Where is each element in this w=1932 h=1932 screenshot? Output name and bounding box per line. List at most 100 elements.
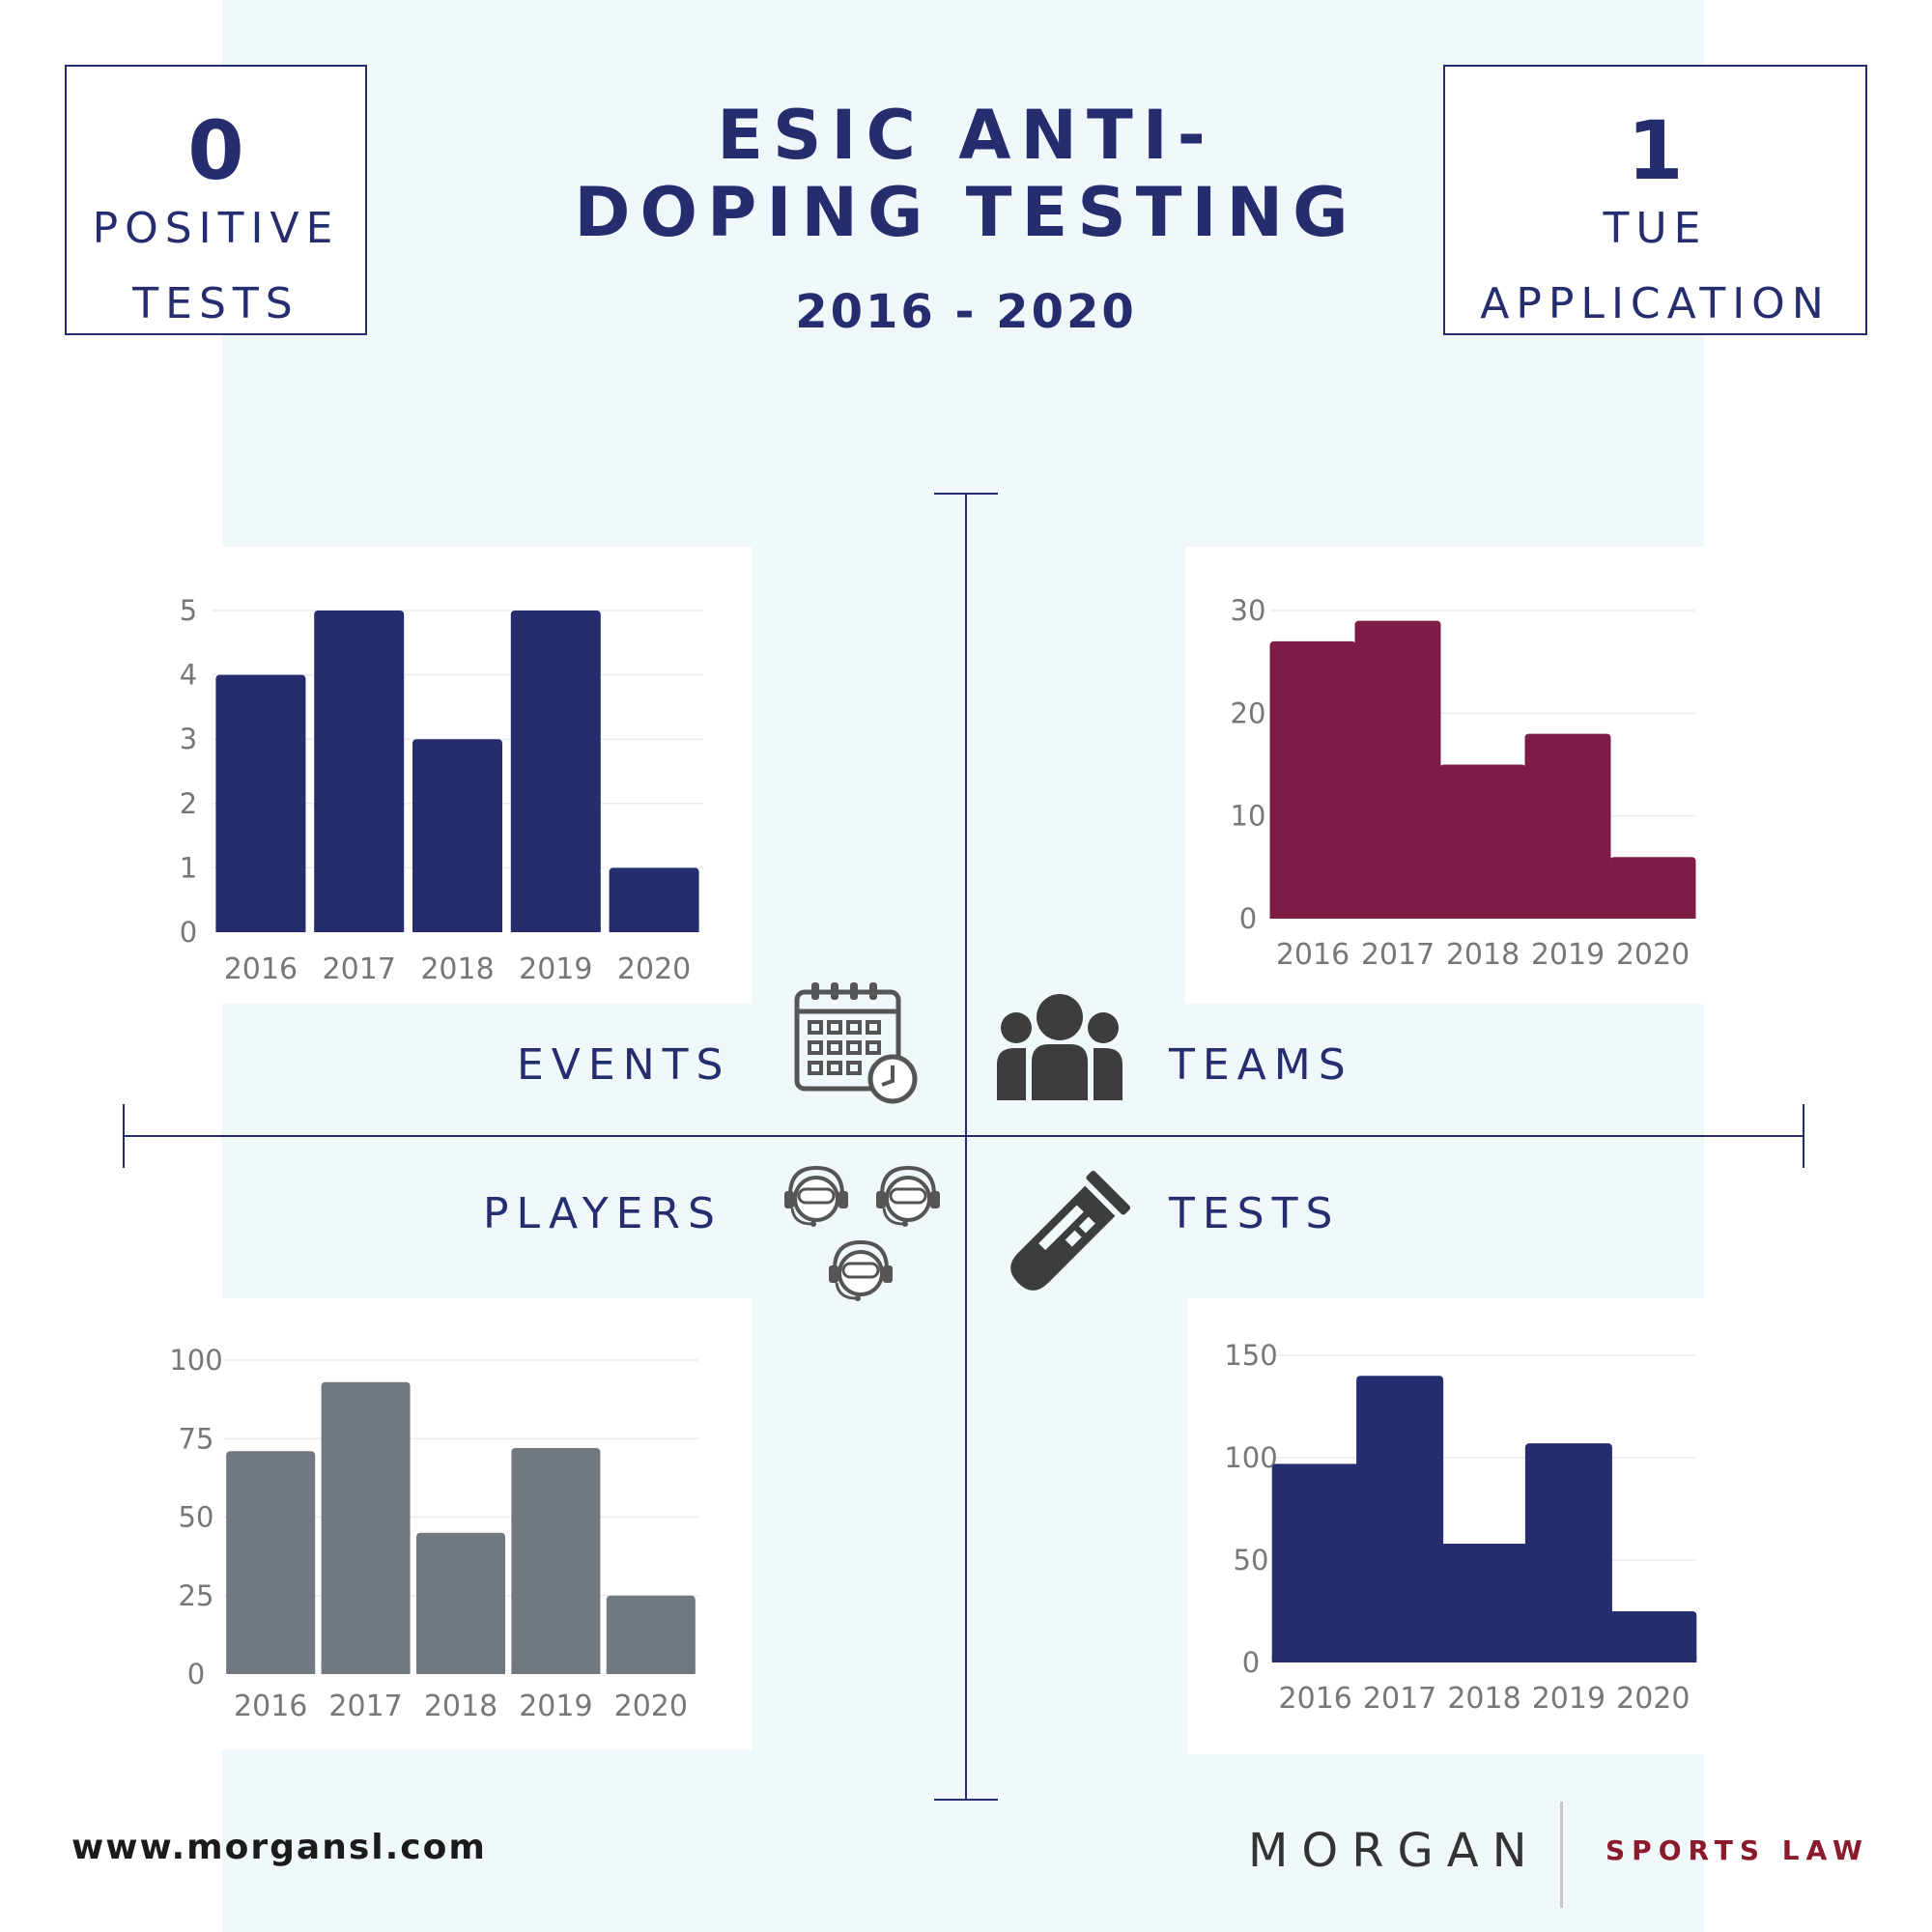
events-chart: 0 1 2 3 4 5 2016 2017 2018 2019 2020 — [180, 594, 703, 986]
teams-bar-2020 — [1609, 857, 1696, 919]
players-bar-base-2017 — [321, 1668, 411, 1674]
tue-application-box: 1 TUE APPLICATION — [1443, 65, 1867, 335]
teams-bar-2017 — [1354, 620, 1441, 919]
teams-bar-2019 — [1524, 733, 1611, 919]
teams-y-tick-label: 30 — [1231, 594, 1266, 627]
year-range: 2016 - 2020 — [795, 285, 1137, 339]
players-y-tick-label: 75 — [179, 1422, 214, 1455]
events-x-tick-label: 2016 — [224, 952, 298, 986]
teams-bar-base-2018 — [1439, 913, 1526, 919]
events-x-tick-label: 2020 — [617, 952, 691, 986]
tests-y-tick-label: 100 — [1224, 1441, 1277, 1474]
events-bar-base-2016 — [215, 926, 306, 932]
tests-bar-base-2020 — [1609, 1657, 1697, 1662]
players-bar-base-2019 — [511, 1668, 601, 1674]
tests-bar-2017 — [1356, 1376, 1444, 1662]
teams-bar-base-2020 — [1609, 913, 1696, 919]
events-bar-2020 — [609, 867, 699, 932]
players-x-tick-label: 2017 — [328, 1690, 402, 1723]
events-y-tick-label: 2 — [180, 787, 197, 820]
test-tube-icon — [1010, 1170, 1131, 1291]
players-bar-2020 — [606, 1595, 696, 1674]
players-x-tick-label: 2019 — [519, 1690, 592, 1723]
calendar-clock-icon — [794, 982, 918, 1104]
title-line-2: DOPING TESTING — [574, 173, 1358, 252]
players-x-tick-label: 2016 — [234, 1690, 307, 1723]
events-y-tick-label: 1 — [180, 851, 197, 884]
gamer-headset-icon — [829, 1239, 893, 1301]
group-people-icon — [997, 994, 1122, 1100]
tests-label: TESTS — [1169, 1189, 1341, 1238]
teams-bar-base-2019 — [1524, 913, 1611, 919]
positive-tests-count: 0 — [187, 103, 244, 198]
teams-y-tick-label: 0 — [1239, 902, 1257, 935]
events-y-tick-label: 4 — [180, 659, 197, 692]
title-line-1: ESIC ANTI- — [717, 96, 1215, 175]
tests-bar-base-2017 — [1356, 1657, 1444, 1662]
players-label: PLAYERS — [483, 1189, 723, 1238]
teams-bar-base-2017 — [1354, 913, 1441, 919]
players-bar-2016 — [226, 1451, 316, 1674]
teams-x-tick-label: 2019 — [1531, 938, 1605, 972]
teams-x-tick-label: 2018 — [1446, 938, 1520, 972]
events-bar-base-2019 — [510, 926, 601, 932]
players-chart-panel: 0 25 50 75 100 2016 2017 2018 2019 2020 — [167, 1298, 752, 1749]
tests-x-tick-label: 2019 — [1532, 1682, 1605, 1716]
events-bar-2019 — [510, 611, 601, 932]
players-bar-base-2016 — [226, 1668, 316, 1674]
tests-x-tick-label: 2017 — [1363, 1682, 1436, 1716]
events-bar-2017 — [314, 611, 405, 932]
players-bar-2017 — [321, 1381, 411, 1674]
events-y-tick-label: 3 — [180, 723, 197, 755]
players-chart: 0 25 50 75 100 2016 2017 2018 2019 2020 — [169, 1344, 698, 1723]
tests-bar-2020 — [1609, 1611, 1697, 1662]
players-y-tick-label: 50 — [179, 1501, 214, 1534]
events-bar-2016 — [215, 674, 306, 932]
teams-y-tick-label: 20 — [1231, 696, 1266, 729]
events-chart-panel: 0 1 2 3 4 5 2016 2017 2018 2019 2020 — [167, 547, 752, 1004]
teams-y-tick-label: 10 — [1231, 800, 1266, 833]
brand-logo: MORGAN — [1248, 1824, 1541, 1878]
positive-tests-label-1: POSITIVE — [92, 204, 340, 253]
players-y-tick-label: 0 — [187, 1658, 205, 1690]
tue-label-2: APPLICATION — [1480, 279, 1831, 328]
tests-bar-base-2016 — [1271, 1657, 1359, 1662]
brand-subtitle: SPORTS LAW — [1605, 1834, 1869, 1866]
players-x-tick-label: 2018 — [424, 1690, 497, 1723]
events-y-tick-label: 0 — [180, 916, 197, 949]
tests-bar-base-2018 — [1440, 1657, 1528, 1662]
tests-bar-2018 — [1440, 1544, 1528, 1662]
tue-label-1: TUE — [1603, 204, 1708, 253]
teams-x-tick-label: 2017 — [1361, 938, 1435, 972]
players-bar-2018 — [416, 1532, 505, 1674]
events-y-tick-label: 5 — [180, 594, 197, 627]
teams-bar-base-2016 — [1269, 913, 1356, 919]
teams-bar-2018 — [1439, 764, 1526, 919]
gamer-headset-icon — [876, 1165, 940, 1227]
players-y-tick-label: 25 — [179, 1579, 214, 1612]
events-x-tick-label: 2017 — [323, 952, 396, 986]
teams-chart: 0 10 20 30 2016 2017 2018 2019 2020 — [1231, 594, 1696, 972]
page-title: ESIC ANTI- DOPING TESTING — [541, 97, 1391, 251]
events-x-tick-label: 2019 — [519, 952, 592, 986]
teams-bar-2016 — [1269, 640, 1356, 919]
players-bar-base-2020 — [606, 1668, 696, 1674]
gamer-headset-icon — [784, 1165, 848, 1227]
events-bar-base-2020 — [609, 926, 699, 932]
website-link[interactable]: www.morgansl.com — [71, 1828, 487, 1867]
brand-divider — [1560, 1802, 1563, 1908]
tests-x-tick-label: 2020 — [1616, 1682, 1690, 1716]
events-bar-2018 — [412, 739, 502, 932]
positive-tests-box: 0 POSITIVE TESTS — [65, 65, 367, 335]
tests-y-tick-label: 150 — [1224, 1339, 1277, 1372]
positive-tests-label-2: TESTS — [132, 279, 299, 328]
events-label: EVENTS — [517, 1040, 731, 1090]
tests-chart: 0 50 100 150 2016 2017 2018 2019 2020 — [1224, 1339, 1697, 1716]
tests-chart-panel: 0 50 100 150 2016 2017 2018 2019 2020 — [1188, 1298, 1705, 1754]
teams-x-tick-label: 2020 — [1616, 938, 1690, 972]
events-x-tick-label: 2018 — [420, 952, 494, 986]
events-bar-base-2018 — [412, 926, 502, 932]
teams-x-tick-label: 2016 — [1276, 938, 1350, 972]
players-bar-base-2018 — [416, 1668, 505, 1674]
